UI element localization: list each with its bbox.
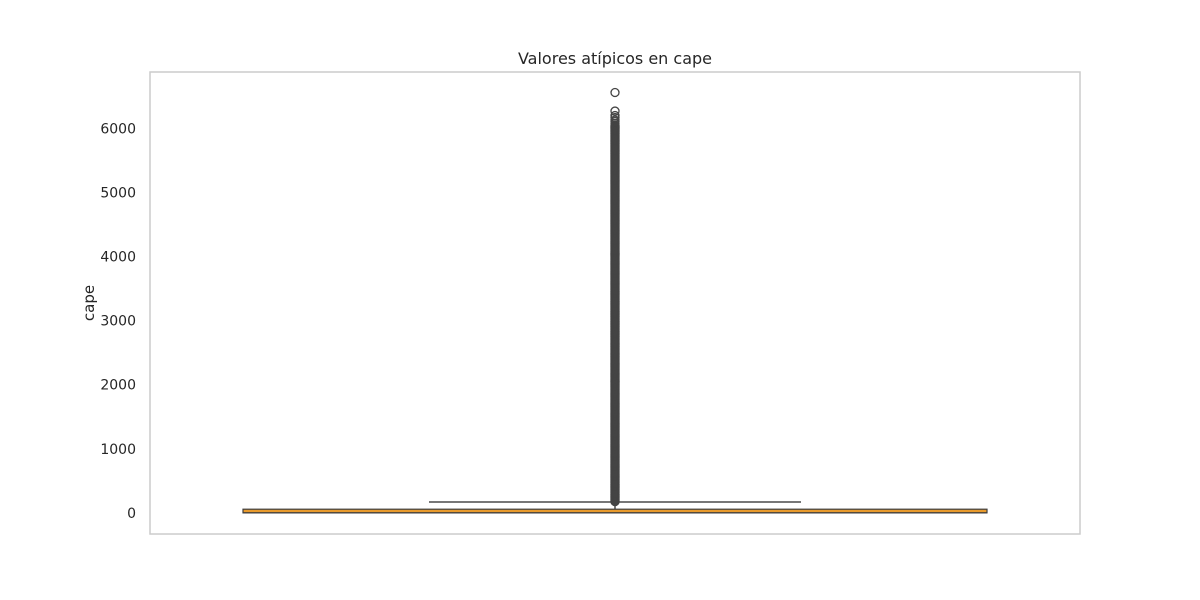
outlier-point xyxy=(610,106,620,116)
y-tick-label: 4000 xyxy=(100,250,136,266)
y-tick-label: 6000 xyxy=(100,121,136,137)
plot-area-frame xyxy=(149,71,1081,535)
outlier-points xyxy=(610,87,620,507)
outlier-point xyxy=(610,115,620,125)
y-tick-label: 0 xyxy=(127,506,136,522)
outlier-point xyxy=(610,110,620,121)
y-tick-label: 5000 xyxy=(100,185,136,201)
chart-title: Valores atípicos en cape xyxy=(518,49,712,68)
outlier-point xyxy=(610,87,620,98)
y-tick-label: 2000 xyxy=(100,378,136,394)
y-axis-label: cape xyxy=(80,285,98,321)
boxplot xyxy=(242,87,988,514)
y-tick-label: 3000 xyxy=(100,314,136,330)
y-tick-label: 1000 xyxy=(100,442,136,458)
y-axis-ticks: 0 1000 2000 3000 4000 5000 6000 xyxy=(100,121,136,521)
